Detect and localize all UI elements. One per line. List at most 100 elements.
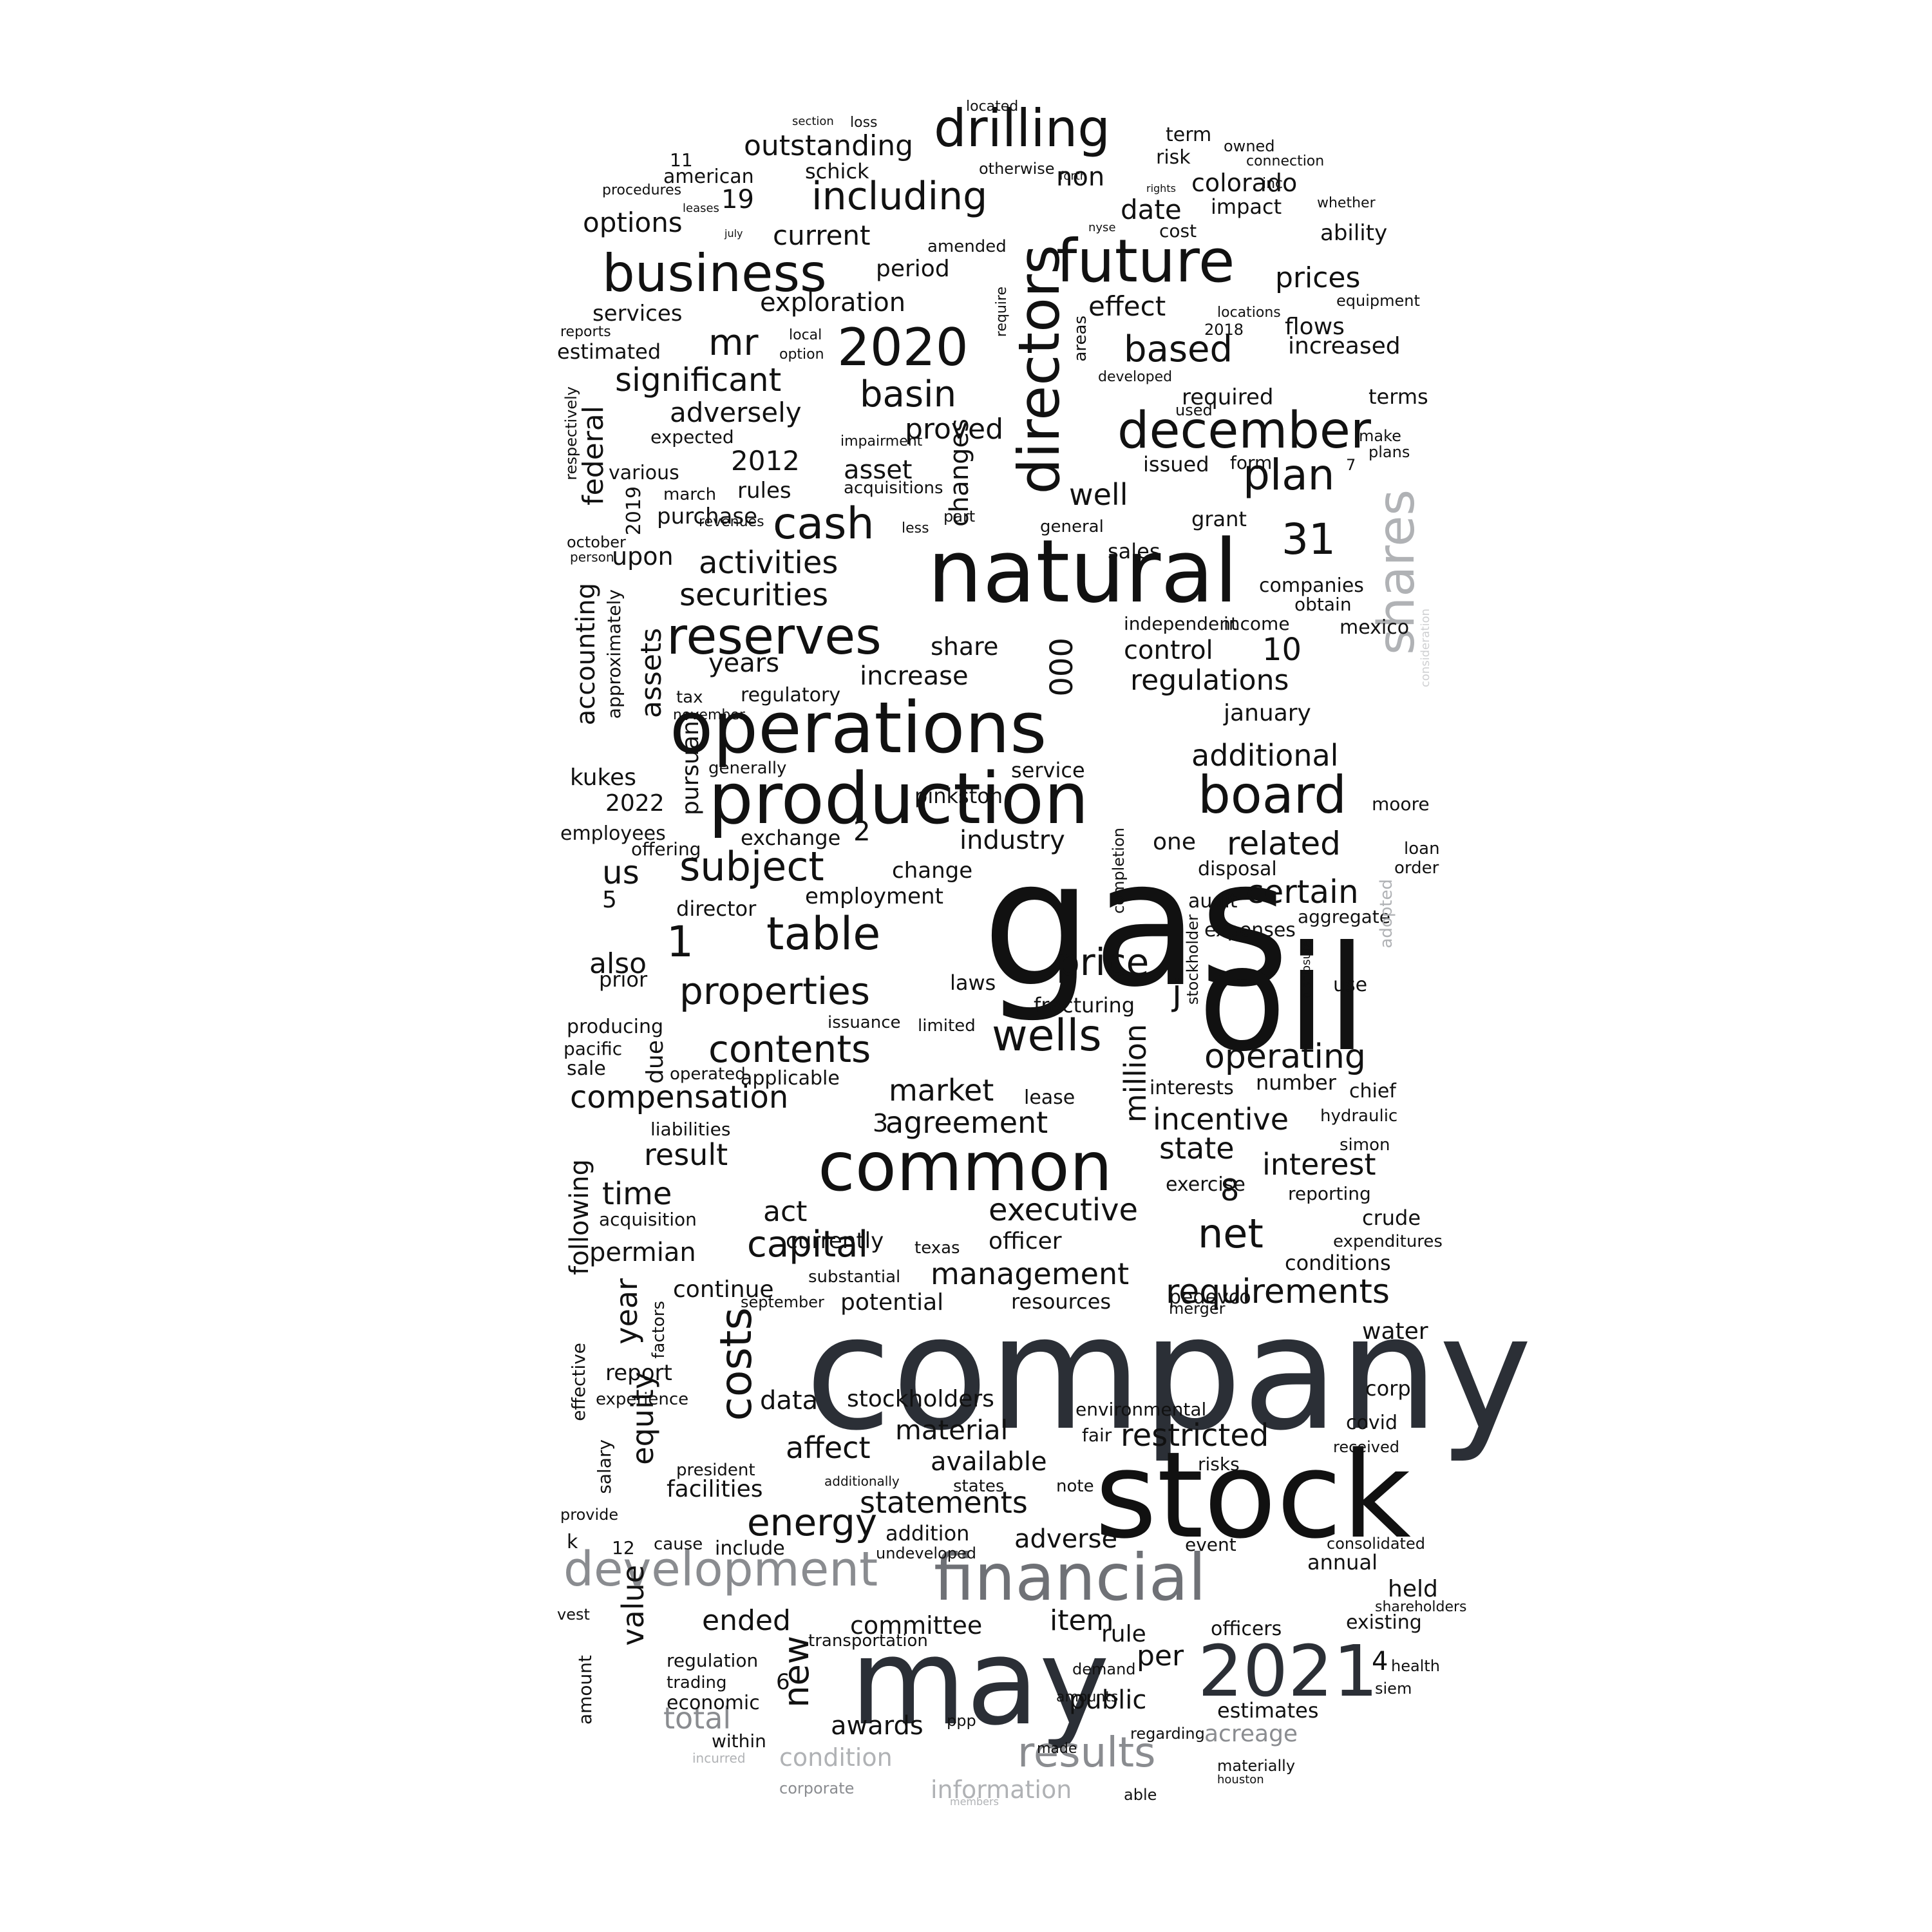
word: currently (786, 1228, 884, 1254)
word: existing (1346, 1611, 1422, 1634)
word: person (570, 549, 614, 565)
word: members (950, 1795, 999, 1808)
word: rights (1146, 182, 1176, 194)
word: ended (702, 1604, 791, 1637)
word: activities (699, 545, 838, 581)
word: officers (1211, 1618, 1282, 1640)
word: facilities (667, 1476, 763, 1502)
word: impairment (840, 433, 923, 450)
word: 31 (1282, 515, 1336, 564)
word: continue (673, 1276, 774, 1303)
word: value (616, 1565, 650, 1646)
word: cost (1159, 220, 1197, 242)
word: 2021 (1198, 1630, 1378, 1712)
word: consolidated (1327, 1535, 1425, 1553)
word: properties (679, 969, 870, 1013)
word: moore (1372, 793, 1430, 815)
word: adverse (1014, 1524, 1118, 1554)
word: data (760, 1386, 819, 1416)
word: federal (577, 406, 610, 506)
word: required (1182, 384, 1274, 410)
word: plan (1243, 450, 1335, 500)
word: affect (786, 1430, 871, 1465)
word: effect (1088, 290, 1166, 322)
word: time (602, 1176, 672, 1212)
word: locations (1217, 305, 1281, 321)
word: term (1166, 124, 1212, 146)
word: capital (747, 1224, 869, 1265)
word: exercise (1166, 1173, 1245, 1196)
word: companies (1259, 574, 1364, 597)
word: march (663, 485, 717, 504)
word: event (1185, 1534, 1236, 1555)
word: options (583, 207, 683, 238)
word: directors (1006, 245, 1072, 495)
word: liabilities (650, 1119, 731, 1140)
word: disposal (1198, 858, 1277, 880)
word: salary (594, 1439, 615, 1494)
word: states (953, 1477, 1005, 1496)
word: following (565, 1159, 594, 1275)
word: operations (670, 687, 1047, 769)
word: significant (615, 361, 782, 399)
word: reports (560, 324, 611, 340)
word: revenues (699, 514, 764, 530)
word: development (564, 1542, 878, 1597)
word: incurred (692, 1750, 746, 1766)
word: expected (650, 426, 734, 448)
word: 12 (612, 1537, 635, 1558)
word: based (1124, 328, 1233, 370)
word: part (943, 507, 976, 526)
word: exploration (760, 288, 906, 317)
word: loan (1404, 839, 1440, 858)
word: operated (670, 1065, 746, 1084)
word: environmental (1075, 1399, 1207, 1420)
word: income (1224, 613, 1290, 634)
word: price (1056, 940, 1150, 984)
word: statements (860, 1485, 1028, 1520)
word: outstanding (744, 129, 914, 162)
word: due (642, 1040, 668, 1084)
word: schick (805, 159, 869, 184)
word: share (931, 632, 999, 661)
word: pinkston (914, 784, 1003, 808)
word: texas (914, 1238, 960, 1258)
word: effective (568, 1343, 589, 1421)
word: lease (1024, 1086, 1075, 1109)
word: demand (1072, 1660, 1136, 1678)
word: january (1224, 700, 1311, 726)
word: j (1172, 972, 1182, 1013)
word: order (1394, 858, 1439, 878)
word: local (789, 327, 822, 343)
word: whether (1317, 195, 1376, 211)
word: tax (676, 688, 703, 707)
word: equipment (1336, 292, 1420, 310)
word: k (567, 1531, 578, 1553)
word: expenditures (1333, 1232, 1443, 1251)
word: service (1011, 758, 1085, 782)
word: laws (950, 971, 996, 995)
word: option (779, 346, 824, 363)
word: additionally (824, 1473, 900, 1489)
word: permian (589, 1238, 696, 1267)
word: corporate (779, 1779, 855, 1797)
word: amounts (1056, 1689, 1119, 1705)
word: acreage (1204, 1721, 1298, 1747)
word: water (1362, 1318, 1428, 1345)
word: september (741, 1293, 824, 1311)
word: board (1198, 765, 1347, 825)
word: management (931, 1256, 1130, 1291)
word: well (1069, 477, 1128, 512)
word: october (567, 533, 626, 551)
word: risk (1156, 146, 1191, 169)
word: gas (982, 822, 1290, 1025)
word: respectively (562, 386, 580, 480)
word: stockholder (1184, 914, 1202, 1005)
word: estimated (557, 339, 661, 364)
word: disclosure (1300, 940, 1313, 999)
word: committee (850, 1611, 983, 1640)
word: colorado (1191, 169, 1298, 197)
word: otherwise (979, 160, 1055, 178)
word: transportation (808, 1631, 928, 1651)
word: per (1137, 1640, 1184, 1672)
